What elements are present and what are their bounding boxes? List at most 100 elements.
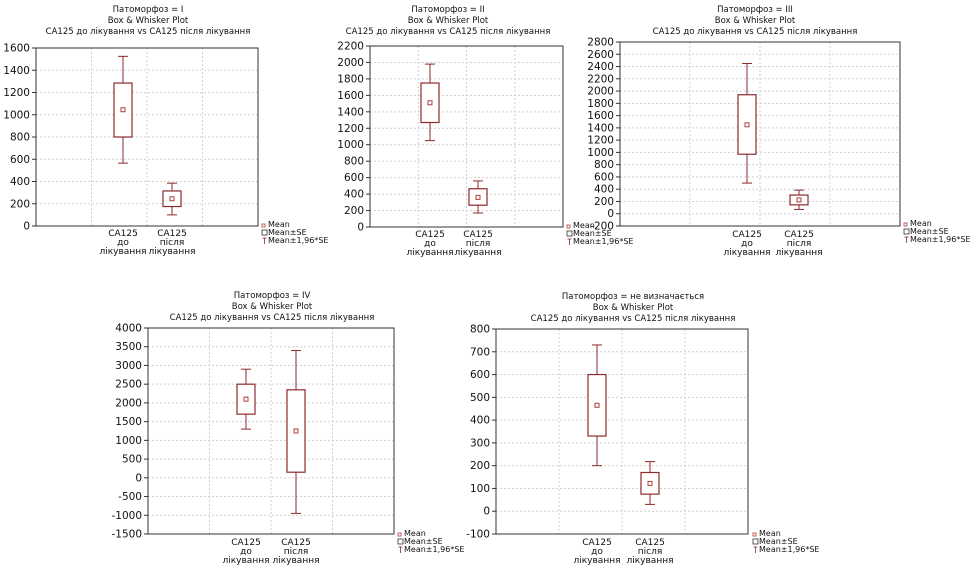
y-tick-label: 1800	[337, 73, 364, 85]
category-label: після	[638, 547, 663, 557]
se-box	[587, 373, 607, 437]
legend-mean-symbol	[752, 532, 757, 537]
chart-title-line: Патоморфоз = не визначається	[562, 292, 704, 302]
mean-marker	[427, 100, 433, 106]
y-tick-label: 1000	[587, 147, 614, 159]
legend-se-symbol	[903, 228, 910, 235]
legend-se-label: Mean±SE	[759, 537, 798, 546]
y-tick-label: -100	[466, 529, 490, 541]
category-label: лікування	[222, 556, 269, 566]
legend-ci-label: Mean±1,96*SE	[573, 237, 633, 246]
y-tick-label: 2200	[337, 41, 364, 53]
mean-marker	[169, 196, 175, 202]
mean-marker	[647, 480, 653, 486]
legend-mean-symbol	[397, 532, 402, 537]
chart-title-line: Box & Whisker Plot	[593, 303, 674, 313]
y-tick-label: 700	[470, 346, 490, 358]
y-tick-label: 1000	[337, 139, 364, 151]
y-tick-label: 1500	[115, 416, 142, 428]
y-tick-label: 300	[470, 437, 490, 449]
category-label: лікування	[723, 248, 770, 258]
legend-se-label: Mean±SE	[404, 537, 443, 546]
y-tick-label: 200	[344, 205, 364, 217]
legend-mean-symbol	[566, 224, 571, 229]
y-tick-label: 400	[344, 189, 364, 201]
y-tick-label: 2000	[115, 397, 142, 409]
chart-title-line: Патоморфоз = III	[717, 5, 793, 15]
chart-title-line: Box & Whisker Plot	[108, 16, 189, 26]
y-tick-label: 2000	[337, 57, 364, 69]
category-label: CA125	[415, 230, 445, 240]
se-box	[162, 190, 182, 208]
chart-title-line: Box & Whisker Plot	[408, 16, 489, 26]
y-tick-label: 200	[594, 196, 614, 208]
chart-title-line: CA125 до лікування vs CA125 після лікува…	[346, 27, 551, 37]
se-box	[236, 383, 256, 415]
y-tick-label: 500	[122, 454, 142, 466]
category-label: після	[787, 239, 812, 249]
legend-mean-symbol	[903, 222, 908, 227]
y-tick-label: 0	[607, 208, 614, 220]
y-tick-label: 2600	[587, 49, 614, 61]
y-tick-label: 200	[10, 198, 30, 210]
legend-se-label: Mean±SE	[268, 228, 307, 237]
category-label: після	[466, 239, 491, 249]
y-tick-label: 3500	[115, 341, 142, 353]
y-tick-label: 1000	[115, 435, 142, 447]
chart-title-line: Box & Whisker Plot	[715, 16, 796, 26]
category-label: CA125	[231, 538, 261, 548]
category-label: CA125	[635, 538, 665, 548]
legend-se-symbol	[752, 538, 759, 545]
category-label: CA125	[784, 230, 814, 240]
chart-title-line: CA125 до лікування vs CA125 після лікува…	[653, 27, 858, 37]
y-tick-label: 1000	[3, 109, 30, 121]
y-tick-label: 2800	[587, 37, 614, 49]
legend-ci-label: Mean±1,96*SE	[268, 236, 328, 245]
chart-title-line: Патоморфоз = I	[113, 5, 184, 15]
category-label: CA125	[463, 230, 493, 240]
y-tick-label: 1200	[587, 135, 614, 147]
legend-se-symbol	[397, 538, 404, 545]
y-tick-label: -1500	[111, 529, 142, 541]
mean-marker	[594, 402, 600, 408]
y-tick-label: 4000	[115, 323, 142, 335]
category-label: після	[284, 547, 309, 557]
mean-marker	[744, 122, 750, 128]
se-box	[737, 94, 757, 155]
category-label: до	[240, 547, 252, 557]
category-label: лікування	[775, 248, 822, 258]
legend-ci-label: Mean±1,96*SE	[404, 545, 464, 554]
y-tick-label: 600	[470, 369, 490, 381]
y-tick-label: 2400	[587, 61, 614, 73]
category-label: CA125	[157, 229, 187, 239]
y-tick-label: 3000	[115, 360, 142, 372]
legend-mean-label: Mean	[759, 529, 781, 538]
mean-marker	[293, 428, 299, 434]
chart-title-line: CA125 до лікування vs CA125 після лікува…	[46, 27, 251, 37]
chart-title-line: Патоморфоз = II	[411, 5, 484, 15]
category-label: лікування	[573, 556, 620, 566]
y-tick-label: 2200	[587, 73, 614, 85]
legend-se-label: Mean±SE	[910, 227, 949, 236]
y-tick-label: 1600	[337, 90, 364, 102]
y-tick-label: 800	[10, 132, 30, 144]
y-tick-label: 800	[344, 156, 364, 168]
legend-mean-label: Mean	[910, 219, 932, 228]
y-tick-label: 600	[344, 172, 364, 184]
se-box	[113, 82, 133, 138]
y-tick-label: 500	[470, 392, 490, 404]
chart-title-line: Box & Whisker Plot	[232, 302, 313, 312]
se-box	[420, 82, 440, 124]
y-tick-label: -1000	[111, 510, 142, 522]
category-label: CA125	[582, 538, 612, 548]
legend-se-symbol	[261, 229, 268, 236]
chart-title-line: Патоморфоз = IV	[234, 291, 311, 301]
category-label: лікування	[148, 247, 195, 257]
